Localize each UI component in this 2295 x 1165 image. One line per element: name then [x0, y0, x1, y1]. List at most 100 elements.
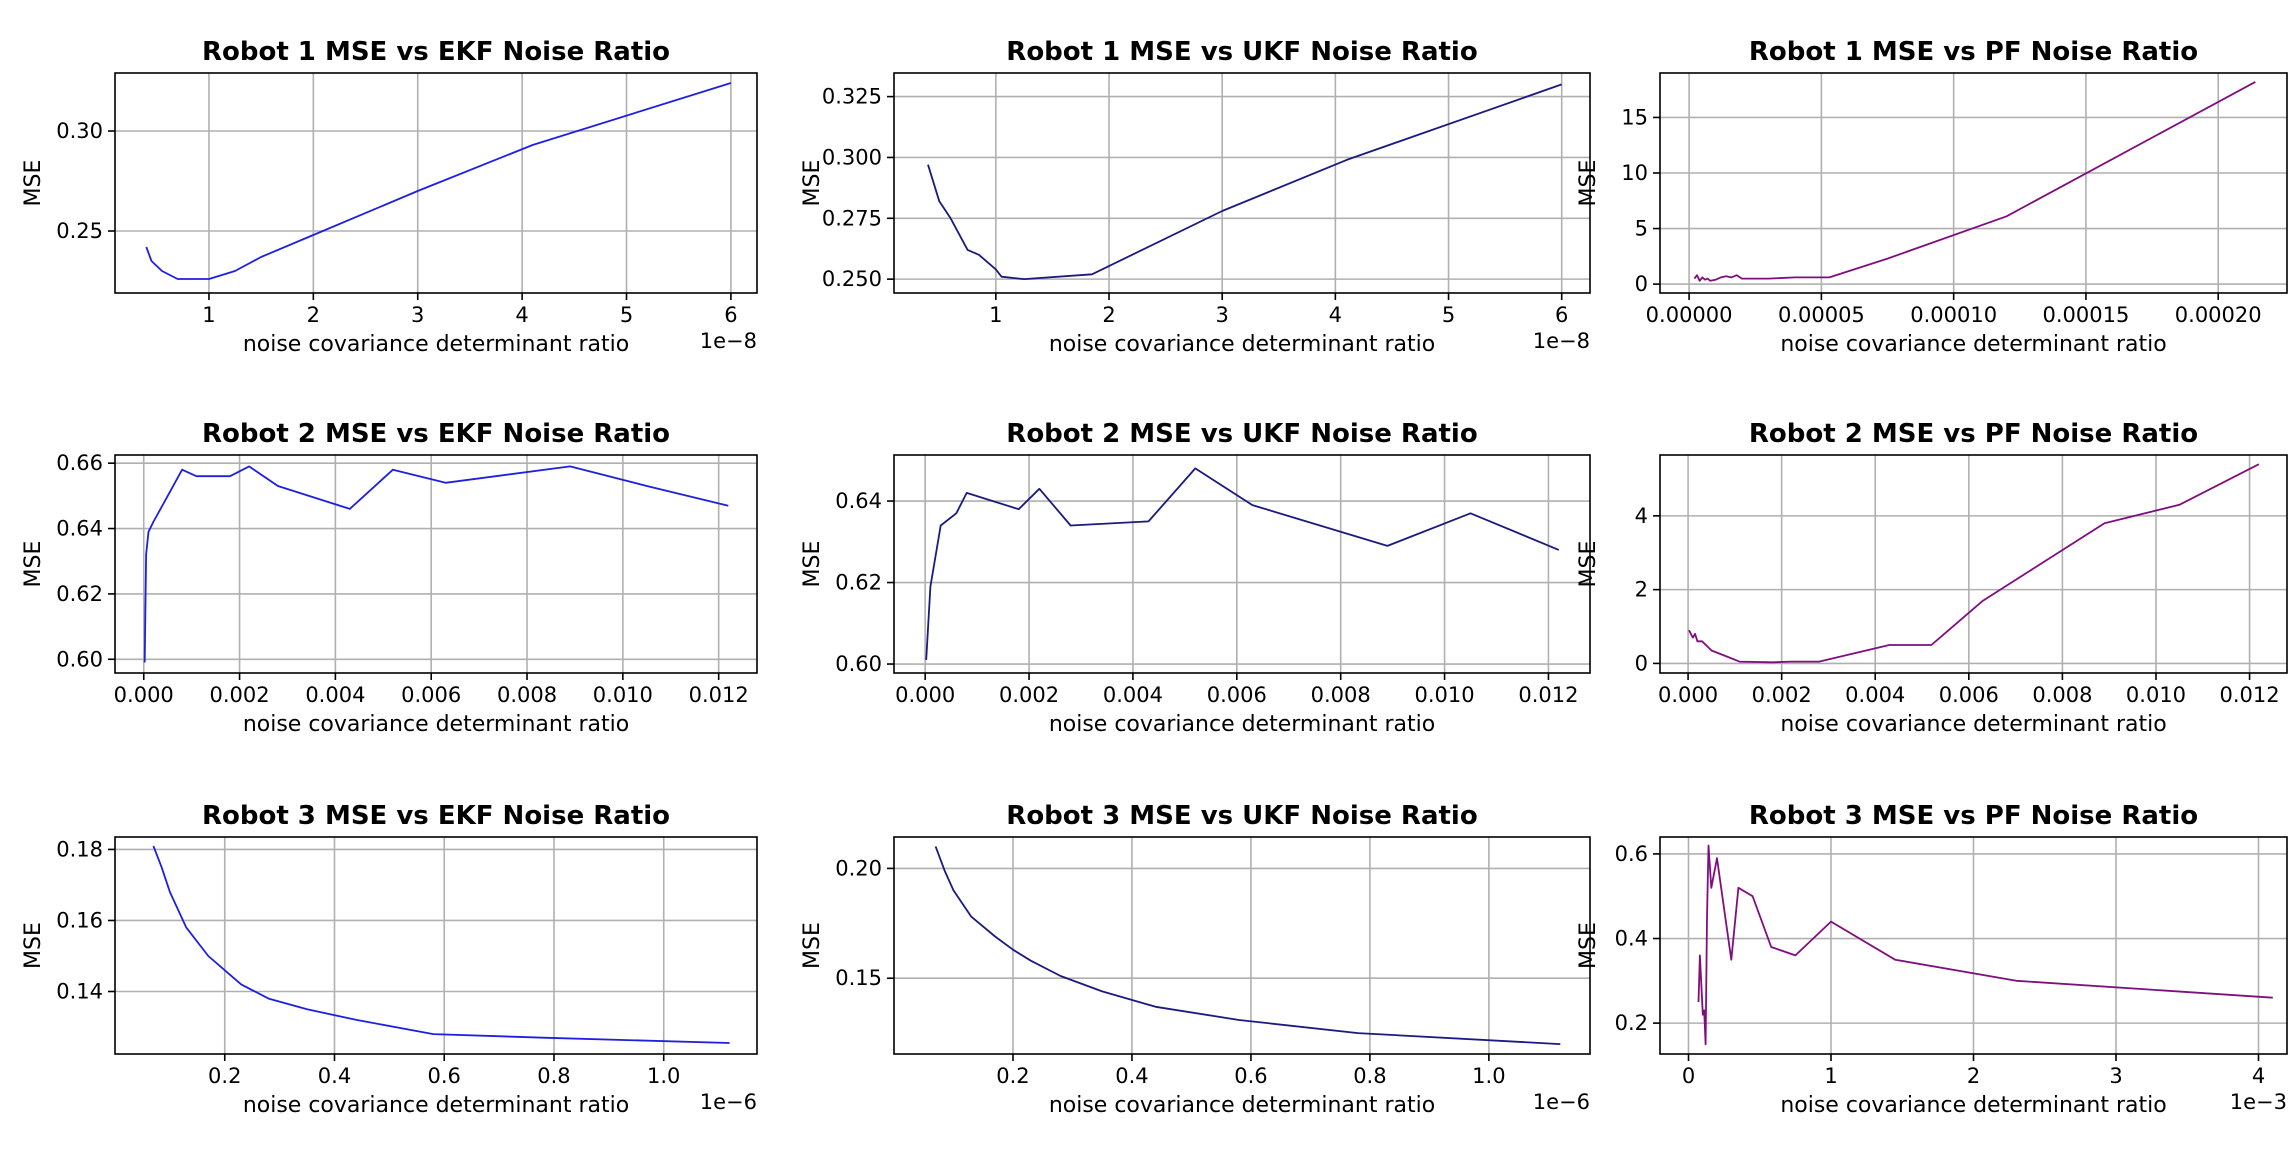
x-tick-label: 0.4	[318, 1064, 351, 1088]
x-axis-label: noise covariance determinant ratio	[1780, 712, 2166, 737]
x-axis-label: noise covariance determinant ratio	[1780, 332, 2166, 357]
y-tick-label: 0.16	[56, 908, 103, 932]
x-tick-label: 1.0	[1472, 1064, 1505, 1088]
x-tick-label: 2	[1102, 303, 1115, 327]
y-tick-label: 0.18	[56, 837, 103, 861]
y-tick-label: 0.275	[822, 206, 882, 230]
x-tick-label: 2	[1967, 1064, 1980, 1088]
chart-title: Robot 2 MSE vs UKF Noise Ratio	[1006, 419, 1477, 449]
x-tick-label: 1	[202, 303, 215, 327]
x-offset-label: 1e−8	[1533, 329, 1590, 353]
y-tick-label: 0.62	[835, 571, 882, 595]
y-tick-label: 0.62	[56, 582, 103, 606]
subplot-3: 0.00000 0.00005 0.00010 0.00015 0.00020 0 5 10 1…	[1576, 37, 2288, 357]
x-tick-label: 0.8	[1353, 1064, 1386, 1088]
x-tick-label: 0.000	[114, 683, 174, 707]
x-tick-label: 0.6	[1234, 1064, 1267, 1088]
x-tick-label: 0.2	[996, 1064, 1029, 1088]
x-tick-label: 0.004	[1103, 683, 1163, 707]
x-tick-label: 0.010	[2126, 683, 2186, 707]
y-tick-label: 0.60	[835, 652, 882, 676]
x-axis-label: noise covariance determinant ratio	[1049, 332, 1435, 357]
x-tick-label: 0.6	[428, 1064, 461, 1088]
x-tick-label: 0.008	[2032, 683, 2092, 707]
x-tick-label: 2	[307, 303, 320, 327]
y-tick-label: 0.2	[1615, 1011, 1648, 1035]
x-tick-label: 0.2	[208, 1064, 241, 1088]
y-axis-label: MSE	[1576, 922, 1601, 969]
x-tick-label: 0.00005	[1778, 303, 1865, 327]
y-tick-label: 0.66	[56, 451, 103, 475]
x-tick-label: 1	[989, 303, 1002, 327]
x-tick-label: 0.006	[401, 683, 461, 707]
plot-frame	[114, 72, 758, 294]
y-tick-label: 0.25	[56, 219, 103, 243]
x-axis-label: noise covariance determinant ratio	[1780, 1093, 2166, 1118]
y-axis-label: MSE	[1576, 160, 1601, 207]
x-axis-label: noise covariance determinant ratio	[1049, 712, 1435, 737]
plot-frame	[114, 836, 758, 1055]
y-tick-label: 15	[1621, 105, 1648, 129]
x-tick-label: 0.002	[999, 683, 1059, 707]
y-tick-label: 0.64	[835, 489, 882, 513]
plot-frame	[893, 836, 1591, 1055]
x-tick-label: 0.00015	[2043, 303, 2130, 327]
y-tick-label: 0.300	[822, 145, 882, 169]
x-tick-label: 0.008	[1311, 683, 1371, 707]
series-line	[152, 845, 730, 1044]
x-tick-label: 1.0	[647, 1064, 680, 1088]
x-tick-label: 0.012	[2220, 683, 2280, 707]
x-tick-label: 1	[1824, 1064, 1837, 1088]
subplot-6: 0.000 0.002 0.004 0.006 0.008 0.010 0.012 0 2 4 Ro…	[1576, 419, 2288, 737]
x-tick-label: 0.006	[1207, 683, 1267, 707]
x-tick-label: 6	[1555, 303, 1568, 327]
y-tick-label: 0.250	[822, 267, 882, 291]
subplot-2: 1 2 3 4 5 6 0.250 0.275 0.300 0.325 Robot 1 MSE vs…	[800, 37, 1591, 357]
x-axis-label: noise covariance determinant ratio	[243, 712, 629, 737]
plot-frame	[1659, 454, 2288, 674]
y-axis-label: MSE	[800, 160, 825, 207]
x-offset-label: 1e−3	[2230, 1090, 2287, 1114]
subplot-4: 0.000 0.002 0.004 0.006 0.008 0.010 0.012 0.60 0…	[21, 419, 758, 737]
x-tick-label: 3	[411, 303, 424, 327]
chart-title: Robot 1 MSE vs EKF Noise Ratio	[202, 37, 670, 67]
y-tick-label: 0	[1635, 272, 1648, 296]
plot-frame	[114, 454, 758, 674]
subplot-7: 0.2 0.4 0.6 0.8 1.0 0.14 0.16 0.18 Robot 3 MSE v…	[21, 801, 758, 1118]
x-tick-label: 0.4	[1115, 1064, 1148, 1088]
chart-title: Robot 3 MSE vs UKF Noise Ratio	[1006, 801, 1477, 831]
y-tick-label: 0.60	[56, 647, 103, 671]
x-tick-label: 0.00020	[2175, 303, 2262, 327]
y-tick-label: 0.15	[835, 966, 882, 990]
chart-title: Robot 1 MSE vs PF Noise Ratio	[1749, 37, 2198, 67]
subplot-5: 0.000 0.002 0.004 0.006 0.008 0.010 0.012 0.60 0…	[800, 419, 1591, 737]
y-tick-label: 0.64	[56, 517, 103, 541]
x-tick-label: 4	[1329, 303, 1342, 327]
y-axis-label: MSE	[1576, 541, 1601, 588]
x-axis-label: noise covariance determinant ratio	[1049, 1093, 1435, 1118]
x-tick-label: 0.002	[1752, 683, 1812, 707]
x-tick-label: 0.00010	[1910, 303, 1997, 327]
x-tick-label: 0.00000	[1646, 303, 1733, 327]
plot-frame	[1659, 72, 2288, 294]
x-tick-label: 0.008	[497, 683, 557, 707]
series-line	[1688, 463, 2260, 664]
x-tick-label: 3	[1216, 303, 1229, 327]
y-tick-label: 4	[1635, 504, 1648, 528]
subplot-9: 0 1 2 3 4 0.2 0.4 0.6 Robot 3 MSE vs PF Noise Ra…	[1576, 801, 2288, 1118]
x-tick-label: 0.006	[1939, 683, 1999, 707]
series-line	[1693, 81, 2256, 282]
y-axis-label: MSE	[21, 541, 46, 588]
y-axis-label: MSE	[21, 922, 46, 969]
x-tick-label: 0.012	[1518, 683, 1578, 707]
plot-frame	[893, 72, 1591, 294]
x-axis-label: noise covariance determinant ratio	[243, 332, 629, 357]
x-tick-label: 0	[1682, 1064, 1695, 1088]
y-tick-label: 5	[1635, 217, 1648, 241]
x-tick-label: 3	[2109, 1064, 2122, 1088]
chart-title: Robot 2 MSE vs PF Noise Ratio	[1749, 419, 2198, 449]
series-line	[143, 465, 729, 663]
y-axis-label: MSE	[800, 541, 825, 588]
x-axis-label: noise covariance determinant ratio	[243, 1093, 629, 1118]
